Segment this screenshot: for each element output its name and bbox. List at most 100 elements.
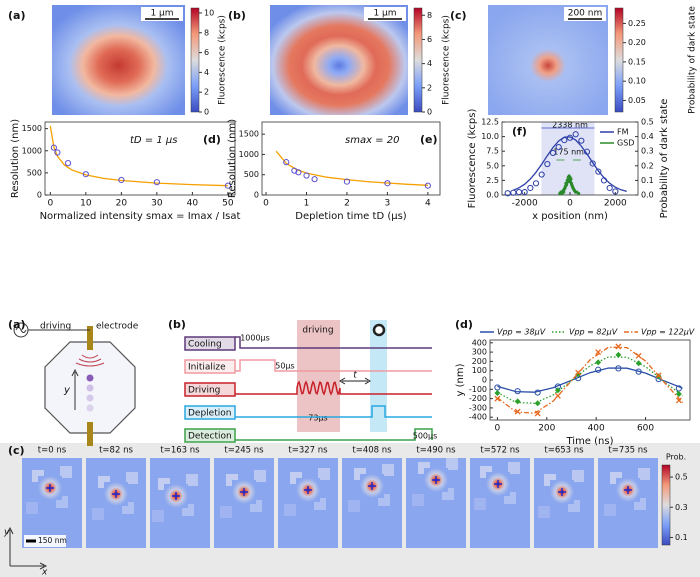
colorbar-label: Probability of dark state	[688, 6, 698, 114]
colorbar-tick-label: 0.20	[628, 38, 646, 47]
frame-title: t=327 ns	[288, 446, 328, 456]
y-tick-label: -100	[469, 385, 487, 394]
data-point	[561, 137, 568, 144]
y2-tick-label: 0.2	[641, 161, 654, 170]
y-tick-label: 1500	[22, 124, 42, 133]
data-point	[527, 184, 534, 192]
diagram-label: y	[63, 385, 71, 396]
row-box	[184, 428, 236, 443]
panel-label: (f)	[512, 125, 527, 138]
x-tick-label: 1	[304, 199, 310, 209]
heatmap-image	[270, 5, 408, 115]
legend-label: GSD	[617, 139, 634, 148]
data-point	[82, 171, 89, 178]
position-cross	[432, 476, 440, 484]
scalebar-label: 150 nm	[38, 536, 67, 545]
position-cross	[304, 486, 312, 494]
scalebar-box	[364, 7, 406, 21]
row-trace	[235, 405, 432, 418]
data-point	[510, 189, 517, 196]
data-point	[224, 182, 231, 189]
drive-band	[297, 320, 340, 432]
x-axis-label: x position (nm)	[532, 211, 608, 222]
data-point	[424, 182, 431, 189]
frame-cell	[220, 506, 232, 518]
data-point	[595, 359, 602, 366]
frame-cell	[572, 470, 584, 482]
x-tick-label: 20	[116, 199, 128, 209]
wave-arc	[81, 354, 99, 359]
data-point	[606, 184, 613, 192]
y-arrow	[71, 368, 79, 410]
heatmap-image	[52, 5, 185, 115]
data-point	[50, 144, 57, 151]
colorbar-tick-label: 10	[204, 8, 214, 17]
fit-line	[275, 150, 428, 186]
x-tick-label: 0	[263, 199, 269, 209]
x-axis-label: Depletion time tD (μs)	[295, 211, 407, 222]
x-tick-label: 2	[344, 199, 350, 209]
y2-tick-label: 0.5	[641, 118, 654, 127]
x-tick-label: 3	[385, 199, 391, 209]
ion	[86, 404, 94, 412]
row-label: Cooling	[188, 340, 222, 350]
colorbar-tick-label: 0.1	[675, 533, 688, 542]
y-tick-label: 500	[244, 170, 259, 179]
frame-title: t=163 ns	[160, 446, 200, 456]
data-point	[514, 398, 521, 405]
row-trace	[235, 428, 433, 441]
data-point	[554, 387, 561, 394]
y-tick-label: 0	[37, 191, 42, 200]
y-tick-label: 1000	[22, 146, 42, 155]
x-tick-label: 0	[567, 199, 573, 209]
row-trace	[235, 336, 432, 349]
position-cross	[368, 482, 376, 490]
colorbar	[661, 464, 671, 546]
panel-label: (d)	[455, 318, 473, 331]
frame-title: t=572 ns	[480, 446, 520, 456]
scalebar-box	[564, 7, 606, 21]
data-point	[565, 183, 569, 187]
y-tick-label: 500	[27, 168, 42, 177]
data-point	[615, 351, 622, 358]
x-tick-label: 50	[222, 199, 234, 209]
fit-line	[49, 125, 228, 187]
position-cross	[172, 492, 180, 500]
frame-cell	[186, 474, 198, 486]
legend-label: Vpp = 122μV	[641, 328, 695, 337]
data-point	[555, 144, 562, 151]
data-point	[295, 169, 302, 176]
y2-tick-label: 0.4	[641, 132, 654, 141]
panel-label: (c)	[450, 9, 467, 22]
x-tick-label: 0	[495, 424, 501, 434]
y-tick-label: -200	[469, 394, 487, 403]
annotation: tD = 1 μs	[130, 135, 177, 146]
panel-label: (c)	[8, 444, 25, 457]
data-point	[595, 349, 602, 356]
y-tick-label: 2.5	[486, 176, 499, 185]
y-tick-label: 0	[482, 376, 487, 385]
colorbar-tick-label: 6	[204, 48, 209, 57]
y-tick-label: 400	[472, 338, 487, 347]
fit-line	[513, 136, 627, 193]
y-axis-label: Fluorescence (kcps)	[467, 109, 478, 209]
scalebar-label: 200 nm	[568, 9, 603, 19]
source-wave	[15, 327, 27, 333]
y2-tick-label: 0.3	[641, 147, 654, 156]
frame-cell	[284, 504, 296, 516]
frame-cell	[604, 504, 616, 516]
y-tick-label: 0.0	[486, 191, 499, 200]
data-point	[600, 177, 608, 184]
colorbar	[614, 7, 624, 113]
electrode-top	[87, 326, 93, 350]
data-point	[311, 176, 318, 183]
colorbar-tick-label: 2	[427, 83, 432, 92]
duration-label: 50μs	[275, 362, 294, 371]
data-point	[291, 167, 298, 174]
colorbar-tick-label: 4	[427, 59, 432, 68]
annotation: 2338 nm	[552, 121, 588, 130]
data-point	[612, 188, 619, 195]
frame-cell	[638, 468, 650, 480]
frame-cell	[474, 498, 486, 510]
